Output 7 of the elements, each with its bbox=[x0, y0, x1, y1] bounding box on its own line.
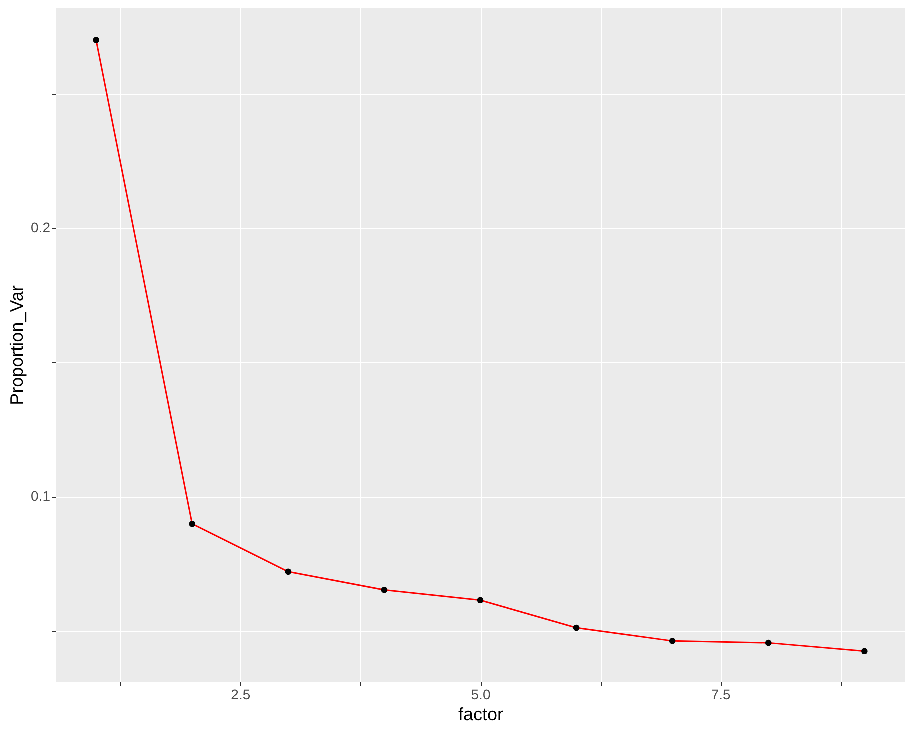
x-tick-label: 2.5 bbox=[231, 686, 251, 702]
x-tick-label: 7.5 bbox=[711, 686, 732, 702]
y-axis-title: Proportion_Var bbox=[7, 286, 28, 406]
y-tick-label: 0.1 bbox=[31, 488, 51, 504]
x-axis-title: factor bbox=[458, 704, 504, 724]
x-tick-label: 5.0 bbox=[471, 686, 491, 702]
y-tick-label: 0.2 bbox=[31, 220, 51, 236]
